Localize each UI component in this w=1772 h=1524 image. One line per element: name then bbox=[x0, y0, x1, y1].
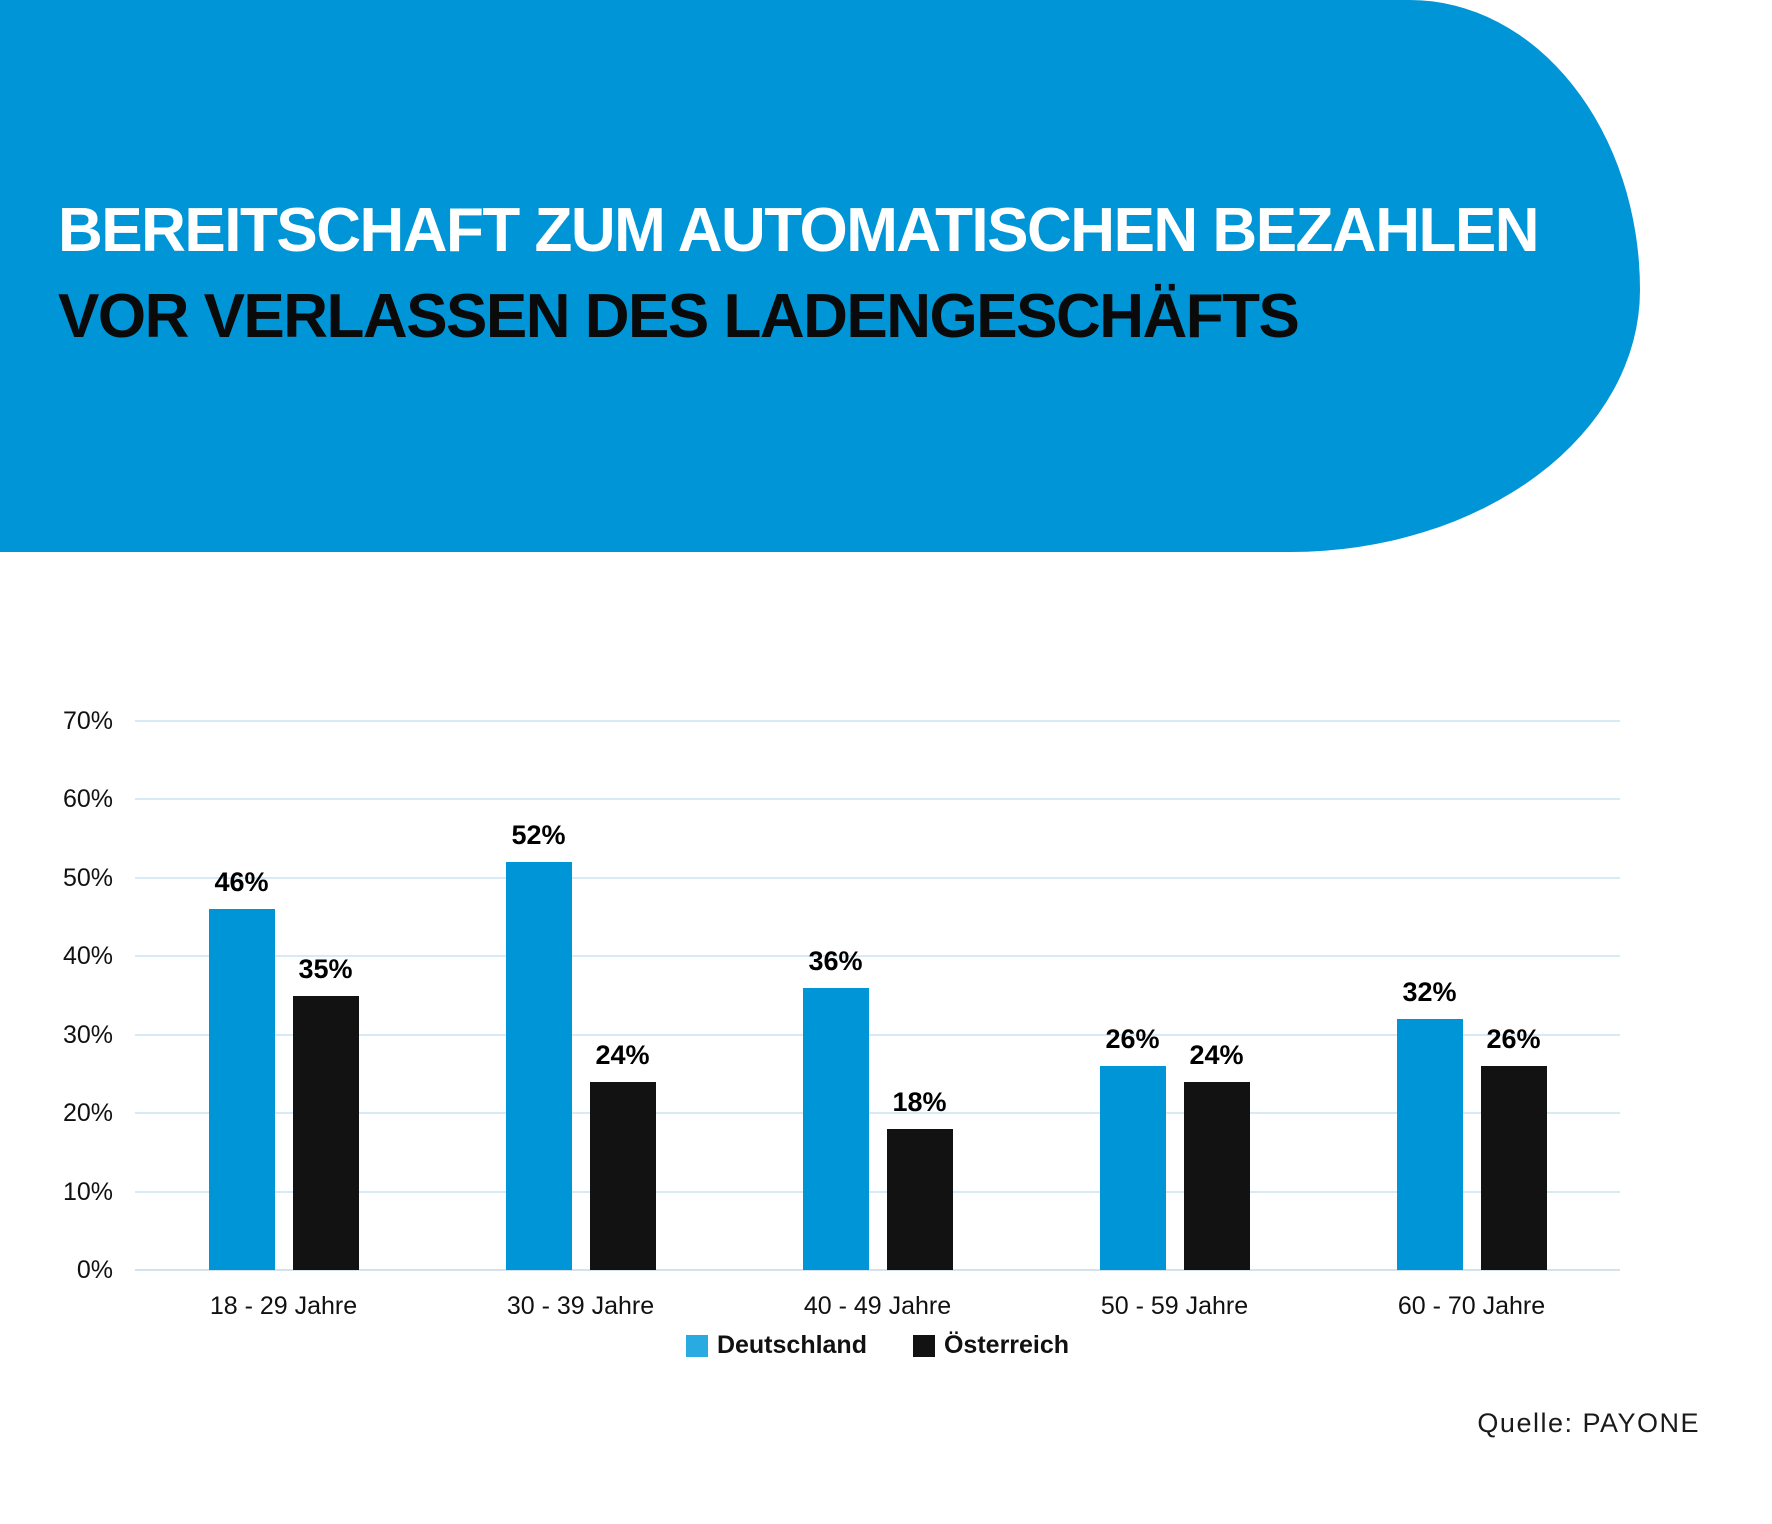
bar-value-label: 46% bbox=[214, 867, 269, 898]
bar-value-label: 24% bbox=[1189, 1039, 1244, 1070]
bar-deutschland bbox=[505, 862, 572, 1270]
legend-marker-icon bbox=[912, 1334, 935, 1357]
y-tick-label: 60% bbox=[62, 785, 113, 814]
category-label: 18 - 29 Jahre bbox=[209, 1292, 358, 1320]
bar-oesterreich bbox=[1480, 1066, 1547, 1270]
bar-deutschland bbox=[1396, 1019, 1463, 1270]
bar-deutschland bbox=[802, 987, 869, 1270]
gridline bbox=[135, 720, 1620, 722]
bar-oesterreich bbox=[886, 1128, 953, 1270]
gridline bbox=[135, 955, 1620, 958]
header-banner: BEREITSCHAFT ZUM AUTOMATISCHEN BEZAHLEN … bbox=[0, 0, 1640, 552]
legend-item-deutschland: Deutschland bbox=[685, 1331, 867, 1360]
chart-legend: Deutschland Österreich bbox=[135, 1331, 1620, 1360]
y-tick-label: 0% bbox=[76, 1256, 113, 1284]
category-label: 30 - 39 Jahre bbox=[506, 1292, 655, 1320]
y-tick-label: 10% bbox=[62, 1177, 113, 1206]
category-label: 40 - 49 Jahre bbox=[803, 1292, 952, 1320]
gridline bbox=[135, 1112, 1620, 1115]
bar-deutschland bbox=[208, 909, 275, 1270]
title-line-2: VOR VERLASSEN DES LADENGESCHÄFTS bbox=[58, 282, 1300, 351]
bar-value-label: 35% bbox=[298, 953, 353, 984]
baseline bbox=[135, 1269, 1620, 1271]
bar-value-label: 18% bbox=[892, 1086, 947, 1117]
bar-oesterreich bbox=[589, 1081, 656, 1270]
bar-value-label: 52% bbox=[511, 820, 566, 851]
y-tick-label: 70% bbox=[62, 707, 113, 735]
category-label: 50 - 59 Jahre bbox=[1100, 1292, 1249, 1320]
y-tick-label: 40% bbox=[62, 942, 113, 971]
bar-value-label: 26% bbox=[1105, 1024, 1160, 1055]
gridline bbox=[135, 1033, 1620, 1036]
y-tick-label: 30% bbox=[62, 1020, 113, 1049]
gridline bbox=[135, 1190, 1620, 1193]
legend-label: Österreich bbox=[943, 1331, 1070, 1359]
bar-value-label: 24% bbox=[595, 1039, 650, 1070]
category-label: 60 - 70 Jahre bbox=[1397, 1292, 1546, 1320]
y-tick-label: 20% bbox=[62, 1099, 113, 1128]
bar-oesterreich bbox=[1183, 1081, 1250, 1270]
page-title: BEREITSCHAFT ZUM AUTOMATISCHEN BEZAHLEN … bbox=[58, 188, 1539, 360]
gridline bbox=[135, 876, 1620, 879]
gridline bbox=[135, 798, 1620, 801]
bar-value-label: 36% bbox=[808, 945, 863, 976]
legend-label: Deutschland bbox=[716, 1331, 867, 1359]
source-note: Quelle: PAYONE bbox=[1477, 1408, 1700, 1438]
y-tick-label: 50% bbox=[62, 863, 113, 892]
bar-value-label: 26% bbox=[1486, 1024, 1541, 1055]
legend-marker-icon bbox=[685, 1334, 708, 1357]
bar-deutschland bbox=[1099, 1066, 1166, 1270]
legend-item-oesterreich: Österreich bbox=[912, 1331, 1070, 1360]
title-line-1: BEREITSCHAFT ZUM AUTOMATISCHEN BEZAHLEN bbox=[58, 196, 1539, 265]
bar-oesterreich bbox=[292, 995, 359, 1270]
bar-value-label: 32% bbox=[1402, 977, 1457, 1008]
